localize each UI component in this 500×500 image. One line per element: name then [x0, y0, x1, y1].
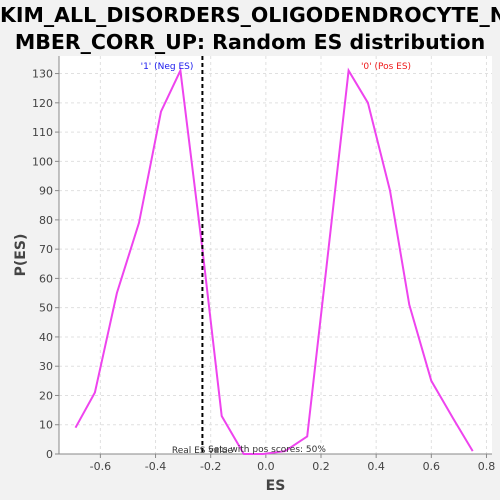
y-tick-label: 40 — [39, 331, 53, 344]
x-tick-label: 0.4 — [367, 460, 385, 473]
chart-title-line-2: MBER_CORR_UP: Random ES distribution — [14, 30, 486, 54]
y-tick-label: 0 — [46, 448, 53, 461]
axes — [58, 56, 492, 455]
x-tick-label: 0.0 — [257, 460, 275, 473]
y-tick-label: 120 — [32, 97, 53, 110]
real-es-label: Real ES value — [172, 446, 234, 456]
x-tick-label: 0.8 — [478, 460, 496, 473]
chart-title: KIM_ALL_DISORDERS_OLIGODENDROCYTE_NU MBE… — [0, 2, 500, 56]
y-tick-label: 80 — [39, 214, 53, 227]
x-tick-label: 0.2 — [312, 460, 330, 473]
chart-title-line-1: KIM_ALL_DISORDERS_OLIGODENDROCYTE_NU — [0, 3, 500, 27]
x-tick-label: -0.4 — [145, 460, 166, 473]
x-axis-label: ES — [266, 478, 286, 494]
y-tick-label: 10 — [39, 419, 53, 432]
y-tick-label: 70 — [39, 243, 53, 256]
y-tick-label: 50 — [39, 302, 53, 315]
x-tick-label: 0.6 — [423, 460, 441, 473]
x-tick-label: -0.2 — [200, 460, 221, 473]
y-axis-label: P(ES) — [13, 234, 29, 277]
y-tick-label: 90 — [39, 185, 53, 198]
y-axis-ticks: 0 10 20 30 40 50 60 70 80 90 100 110 120 130 — [32, 68, 59, 461]
neg-es-label: '1' (Neg ES) — [141, 62, 194, 72]
y-tick-label: 60 — [39, 272, 53, 285]
y-tick-label: 130 — [32, 68, 53, 81]
x-axis-ticks: -0.6 -0.4 -0.2 0.0 0.2 0.4 0.6 0.8 — [90, 454, 496, 473]
y-tick-label: 100 — [32, 155, 53, 168]
x-tick-label: -0.6 — [90, 460, 111, 473]
y-tick-label: 30 — [39, 360, 53, 373]
y-tick-label: 20 — [39, 389, 53, 402]
es-distribution-line — [74, 67, 474, 455]
y-tick-label: 110 — [32, 126, 53, 139]
pos-scores-annotation: Sets with pos scores: 50% — [208, 445, 326, 455]
pos-es-label: '0' (Pos ES) — [361, 62, 411, 72]
grid-lines — [59, 56, 492, 455]
plot-area — [59, 56, 492, 454]
